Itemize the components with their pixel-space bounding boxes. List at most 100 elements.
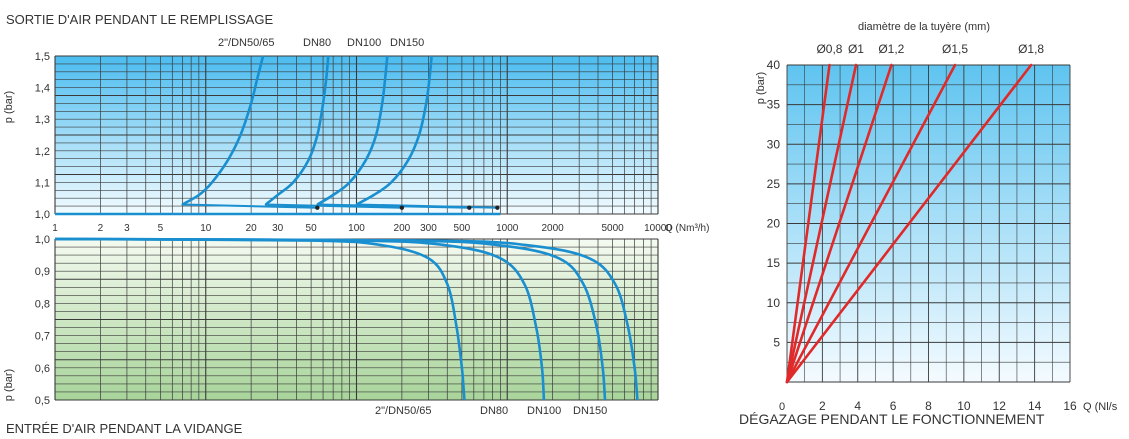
sortie-y-tick: 1,3 (35, 114, 50, 126)
left-x-tick: 3 (124, 223, 130, 234)
degazage-series-label: Ø1 (848, 42, 864, 56)
entree-y-tick: 0,5 (35, 395, 50, 407)
degazage-y-tick: 35 (767, 98, 781, 112)
degazage-x-tick: 12 (993, 399, 1007, 413)
sortie-curve (355, 55, 433, 206)
left-x-tick: 300 (420, 223, 437, 234)
entree-y-tick: 0,9 (35, 266, 50, 278)
sortie-title: SORTIE D'AIR PENDANT LE REMPLISSAGE (6, 12, 273, 27)
degazage-x-tick: 10 (957, 399, 971, 413)
entree-label-dn80: DN80 (480, 405, 508, 417)
entree-label-dn50: 2"/DN50/65 (375, 405, 432, 417)
left-x-tick: 100 (348, 223, 365, 234)
degazage-line (785, 63, 957, 384)
sortie-traverse-line (181, 203, 319, 209)
sortie-label-dn80: DN80 (303, 37, 331, 49)
degazage-chart: diamètre de la tuyère (mm) Ø0,8 Ø1 Ø1,2 Ø1,… (739, 21, 1118, 427)
sortie-chart: SORTIE D'AIR PENDANT LE REMPLISSAGE p (b… (3, 12, 659, 221)
sortie-y-tick: 1,0 (35, 209, 50, 221)
sortie-y-tick: 1,1 (35, 177, 50, 189)
degazage-series-label: Ø1,2 (878, 42, 904, 56)
left-x-tick: 5000 (601, 223, 624, 234)
sortie-y-tick: 1,5 (35, 51, 50, 63)
degazage-y-tick: 40 (767, 58, 781, 72)
left-x-tick: 1000 (496, 223, 519, 234)
degazage-x-tick: 2 (819, 399, 826, 413)
entree-curves (54, 237, 639, 401)
left-x-axis: 1 2 3 5 10 20 30 50 100 200 300 500 1000 2000 5000 1000… (52, 223, 672, 234)
sortie-label-dn50: 2"/DN50/65 (218, 37, 275, 49)
left-x-tick: 200 (394, 223, 411, 234)
degazage-curves (785, 63, 1033, 384)
left-x-tick: 1 (52, 223, 58, 234)
degazage-y-tick: 20 (767, 217, 781, 231)
entree-title: ENTRÉE D'AIR PENDANT LA VIDANGE (6, 421, 243, 436)
sortie-curve (316, 55, 389, 206)
sortie-y-ticks: 1,0 1,1 1,2 1,3 1,4 1,5 (35, 51, 50, 221)
degazage-x-tick: 4 (854, 399, 861, 413)
sortie-y-tick: 1,2 (35, 146, 50, 158)
degazage-x-axis-label: Q (Nl/s (1083, 401, 1118, 413)
left-x-tick: 20 (246, 223, 258, 234)
left-x-tick: 500 (454, 223, 471, 234)
sortie-marker (315, 205, 320, 210)
degazage-title: DÉGAZAGE PENDANT LE FONCTIONNEMENT (739, 411, 1045, 427)
sortie-marker (399, 205, 405, 210)
degazage-y-ticks: 5 10 15 20 25 30 35 40 (767, 58, 781, 349)
left-x-tick: 2000 (542, 223, 565, 234)
degazage-series-labels: Ø0,8 Ø1 Ø1,2 Ø1,5 Ø1,8 (816, 42, 1044, 56)
degazage-y-tick: 25 (767, 177, 781, 191)
degazage-line (785, 63, 858, 384)
degazage-x-ticks: 2 4 6 8 10 12 14 16 (819, 399, 1077, 413)
sortie-grid (54, 55, 659, 215)
degazage-y-tick: 30 (767, 137, 781, 151)
entree-label-dn100: DN100 (527, 405, 561, 417)
left-x-tick: 10000 (644, 223, 672, 234)
sortie-ylabel: p (bar) (3, 91, 15, 123)
degazage-series-label: Ø1,5 (942, 42, 968, 56)
left-x-tick: 5 (158, 223, 164, 234)
entree-grid (54, 238, 659, 401)
degazage-series-label: Ø0,8 (816, 42, 842, 56)
degazage-y-tick: 5 (773, 335, 780, 349)
left-x-tick: 2 (98, 223, 104, 234)
sortie-label-dn100: DN100 (347, 37, 381, 49)
sortie-traverse-line (264, 203, 403, 209)
entree-label-dn150: DN150 (573, 405, 607, 417)
entree-ylabel: p (bar) (3, 369, 15, 401)
sortie-y-tick: 1,4 (35, 83, 50, 95)
entree-y-tick: 0,6 (35, 363, 50, 375)
degazage-line (785, 63, 893, 384)
left-x-tick: 10 (200, 223, 212, 234)
sortie-curves (55, 55, 501, 216)
entree-y-tick: 0,7 (35, 331, 50, 343)
sortie-marker (467, 205, 472, 210)
sortie-curve (264, 55, 330, 206)
degazage-y-tick: 15 (767, 256, 781, 270)
left-x-tick: 50 (306, 223, 318, 234)
sortie-traverse-line (355, 203, 499, 209)
entree-y-ticks: 0,5 0,6 0,7 0,8 0,9 1,0 (35, 234, 50, 407)
degazage-x-tick: 6 (890, 399, 897, 413)
entree-series-labels: 2"/DN50/65 DN80 DN100 DN150 (375, 405, 607, 417)
degazage-ylabel: p (bar) (755, 72, 767, 104)
degazage-y-tick: 10 (767, 296, 781, 310)
entree-y-tick: 0,8 (35, 298, 50, 310)
entree-chart: 0,5 0,6 0,7 0,8 0,9 1,0 p (bar) 2"/DN50/65 DN… (3, 234, 659, 436)
sortie-curve (181, 55, 265, 206)
degazage-origin-label: 0 (779, 401, 785, 413)
sortie-label-dn150: DN150 (390, 37, 424, 49)
entree-y-tick: 1,0 (35, 234, 50, 246)
degazage-x-tick: 14 (1028, 399, 1042, 413)
degazage-top-label: diamètre de la tuyère (mm) (858, 21, 990, 33)
entree-curve (54, 237, 639, 401)
degazage-x-tick: 16 (1063, 399, 1077, 413)
degazage-line (785, 63, 1033, 384)
degazage-x-tick: 8 (925, 399, 932, 413)
sortie-marker (495, 205, 500, 210)
left-x-tick: 30 (272, 223, 284, 234)
left-x-axis-label: Q (Nm³/h) (665, 223, 709, 234)
degazage-series-label: Ø1,8 (1018, 42, 1044, 56)
sortie-series-labels: 2"/DN50/65 DN80 DN100 DN150 (218, 37, 424, 49)
